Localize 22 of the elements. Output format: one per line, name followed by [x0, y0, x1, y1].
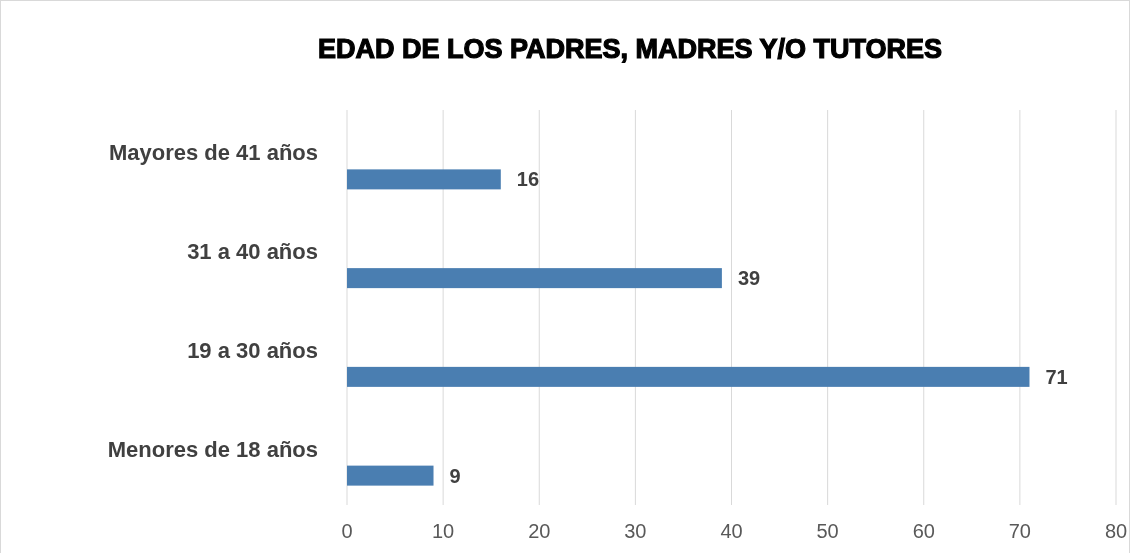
x-tick-label: 60 [912, 520, 935, 542]
bar [347, 366, 1030, 387]
x-tick-label: 70 [1008, 520, 1031, 542]
y-tick-label: 31 a 40 años [187, 239, 318, 265]
chart-title: EDAD DE LOS PADRES, MADRES Y/O TUTORES [317, 34, 943, 64]
data-label: 39 [737, 267, 761, 290]
bar [347, 169, 501, 190]
x-tick-label: 50 [816, 520, 839, 542]
bar [347, 465, 434, 486]
x-tick-label: 10 [432, 520, 455, 542]
x-tick-label: 30 [624, 520, 647, 542]
x-tick-label: 20 [528, 520, 551, 542]
data-label: 71 [1045, 365, 1068, 388]
data-label: 16 [516, 168, 540, 191]
x-tick-label: 80 [1104, 520, 1128, 542]
bar [347, 268, 722, 289]
x-tick-label: 40 [720, 520, 743, 542]
y-tick-label: Menores de 18 años [107, 436, 318, 462]
y-tick-label: 19 a 30 años [187, 337, 318, 363]
data-label: 9 [449, 464, 461, 487]
x-tick-label: 0 [341, 520, 353, 542]
y-tick-label: Mayores de 41 años [108, 140, 318, 166]
